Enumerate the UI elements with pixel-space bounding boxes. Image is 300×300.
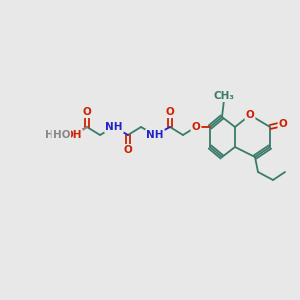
Text: HO: HO <box>52 130 70 140</box>
Text: O: O <box>192 122 200 132</box>
Text: CH₃: CH₃ <box>214 91 235 101</box>
Text: NH: NH <box>146 130 164 140</box>
Text: O: O <box>166 107 174 117</box>
Text: HO: HO <box>44 130 62 140</box>
Text: O: O <box>279 119 287 129</box>
Text: O: O <box>246 110 254 120</box>
Text: NH: NH <box>105 122 123 132</box>
Text: OH: OH <box>64 130 82 140</box>
Text: O: O <box>124 145 132 155</box>
Text: O: O <box>82 107 91 117</box>
